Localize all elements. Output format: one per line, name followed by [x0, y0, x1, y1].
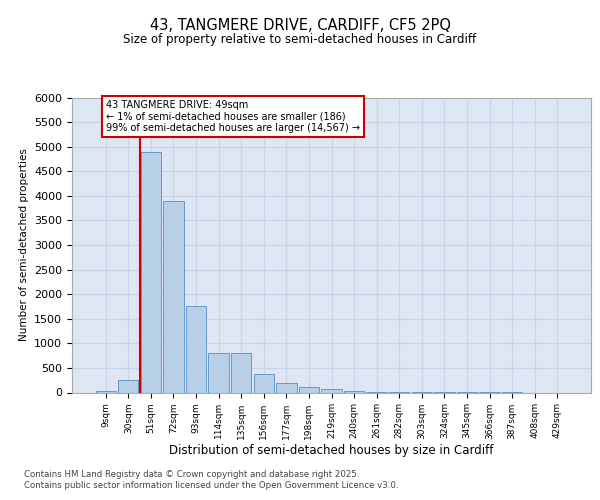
Bar — [299, 386, 319, 392]
Bar — [163, 200, 184, 392]
Bar — [254, 374, 274, 392]
Bar — [276, 382, 296, 392]
Y-axis label: Number of semi-detached properties: Number of semi-detached properties — [19, 148, 29, 342]
Bar — [344, 390, 364, 392]
Bar — [186, 306, 206, 392]
Bar — [141, 152, 161, 392]
Bar — [322, 389, 341, 392]
Bar — [208, 353, 229, 393]
Text: Size of property relative to semi-detached houses in Cardiff: Size of property relative to semi-detach… — [124, 32, 476, 46]
Bar — [231, 353, 251, 393]
Text: 43, TANGMERE DRIVE, CARDIFF, CF5 2PQ: 43, TANGMERE DRIVE, CARDIFF, CF5 2PQ — [149, 18, 451, 32]
Text: Contains HM Land Registry data © Crown copyright and database right 2025.: Contains HM Land Registry data © Crown c… — [24, 470, 359, 479]
X-axis label: Distribution of semi-detached houses by size in Cardiff: Distribution of semi-detached houses by … — [169, 444, 494, 457]
Bar — [118, 380, 139, 392]
Text: Contains public sector information licensed under the Open Government Licence v3: Contains public sector information licen… — [24, 481, 398, 490]
Text: 43 TANGMERE DRIVE: 49sqm
← 1% of semi-detached houses are smaller (186)
99% of s: 43 TANGMERE DRIVE: 49sqm ← 1% of semi-de… — [106, 100, 360, 133]
